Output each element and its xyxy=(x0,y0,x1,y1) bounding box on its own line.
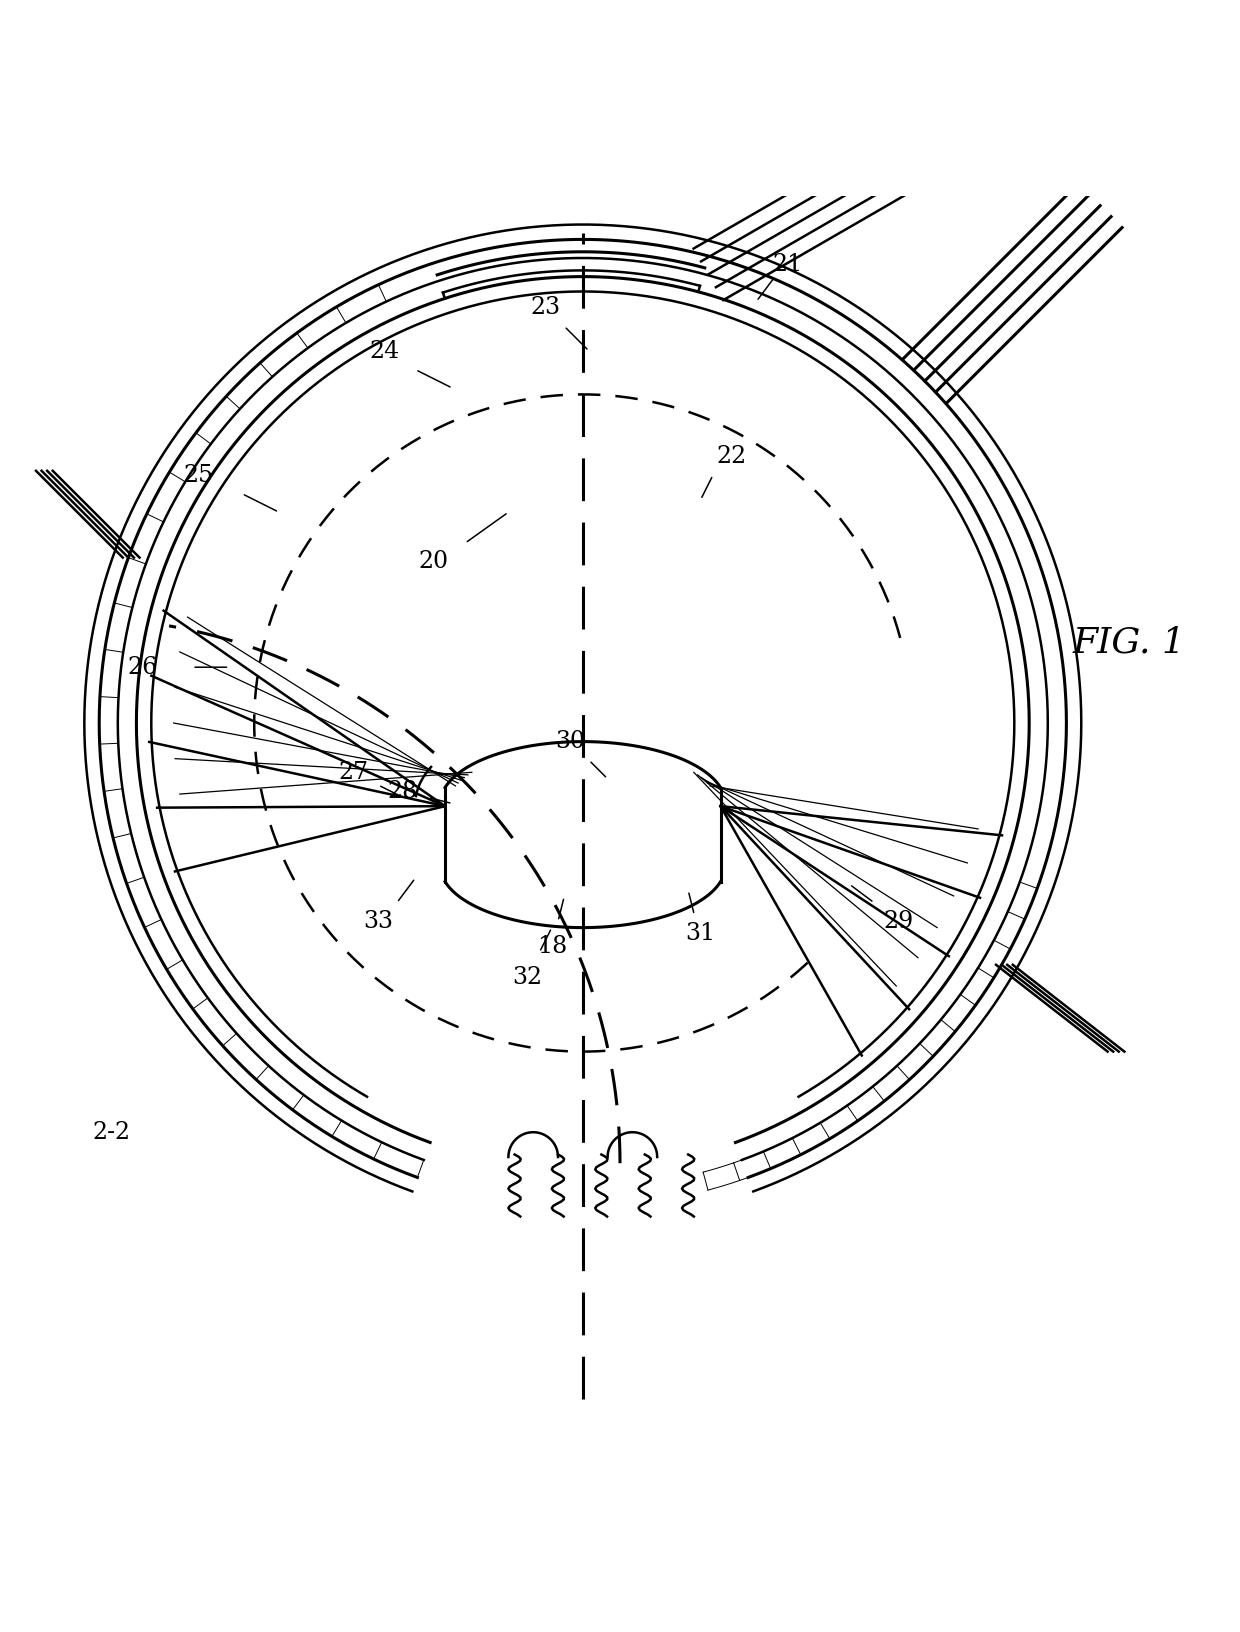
Text: 26: 26 xyxy=(128,656,157,679)
Text: 31: 31 xyxy=(686,922,715,945)
Text: FIG. 1: FIG. 1 xyxy=(1073,625,1185,659)
Text: 23: 23 xyxy=(531,295,560,320)
Text: 32: 32 xyxy=(512,966,542,989)
Text: 33: 33 xyxy=(363,911,393,934)
Text: 29: 29 xyxy=(884,911,914,934)
Text: 20: 20 xyxy=(419,550,449,573)
Text: 25: 25 xyxy=(184,463,213,486)
Text: 18: 18 xyxy=(537,935,567,958)
Text: 24: 24 xyxy=(370,339,399,362)
Text: 22: 22 xyxy=(717,446,746,468)
Text: 27: 27 xyxy=(339,761,368,783)
Text: 21: 21 xyxy=(773,253,802,276)
Text: 2-2: 2-2 xyxy=(93,1121,130,1144)
Text: 28: 28 xyxy=(388,780,418,803)
Text: 30: 30 xyxy=(556,730,585,752)
